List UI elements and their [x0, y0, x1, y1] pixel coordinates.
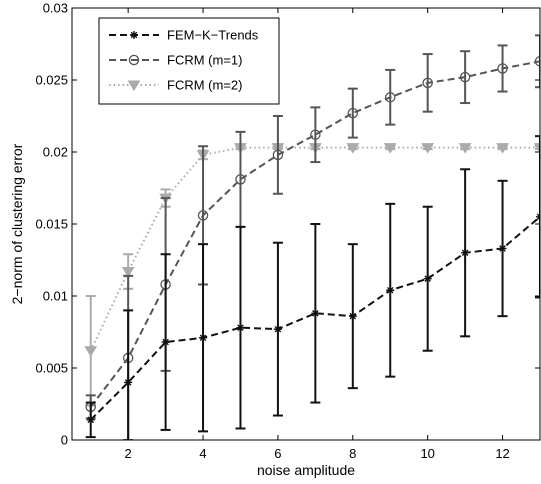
data-point: [496, 143, 509, 154]
legend-item-2: FCRM (m=2): [109, 78, 242, 93]
y-axis-title: 2−norm of clustering error: [9, 143, 25, 304]
data-point: [86, 415, 95, 424]
data-point: [311, 309, 320, 318]
x-axis-title: noise amplitude: [257, 462, 355, 478]
x-tick-label: 2: [125, 446, 132, 461]
data-point: [386, 286, 395, 295]
series-0: [85, 135, 540, 440]
data-point: [384, 92, 396, 103]
chart-legend: FEM−K−Trends FCRM (m=1) FCRM (m=2): [98, 17, 280, 105]
y-tick-label: 0: [61, 433, 68, 448]
series-2: [84, 143, 540, 407]
y-tick-label: 0.005: [35, 361, 68, 376]
y-tick-label: 0.015: [35, 217, 68, 232]
data-point: [121, 267, 135, 278]
data-point: [348, 312, 357, 321]
y-tick-label: 0.01: [43, 289, 68, 304]
y-tick-label: 0.03: [43, 1, 68, 16]
data-point: [533, 143, 540, 154]
data-point: [459, 71, 471, 83]
x-tick-label: 8: [349, 446, 356, 461]
legend-marker: [130, 31, 138, 39]
error-bar: [535, 135, 540, 299]
data-point: [383, 143, 397, 154]
data-point: [124, 378, 133, 387]
y-tick-label: 0.025: [35, 73, 68, 88]
data-point: [498, 244, 507, 253]
legend-label: FCRM (m=1): [167, 53, 242, 68]
legend-item-0: FEM−K−Trends: [109, 28, 259, 43]
data-point: [421, 143, 435, 154]
data-point: [273, 325, 282, 334]
legend-item-1: FCRM (m=1): [109, 53, 242, 68]
legend-label: FEM−K−Trends: [167, 28, 259, 43]
data-point: [161, 338, 170, 347]
data-point: [236, 323, 245, 332]
legend-label: FCRM (m=2): [167, 78, 242, 93]
data-point: [235, 174, 246, 185]
data-point: [346, 143, 360, 154]
legend-marker: [128, 54, 140, 66]
error-bar: [535, 34, 540, 89]
x-tick-label: 10: [420, 446, 434, 461]
data-point: [458, 143, 472, 154]
x-tick-label: 6: [274, 446, 281, 461]
data-point: [310, 129, 321, 140]
data-point: [497, 63, 508, 74]
data-point: [272, 149, 284, 161]
data-point: [423, 274, 432, 283]
plot-area: [84, 34, 540, 440]
x-tick-label: 4: [199, 446, 206, 461]
error-bar: [347, 87, 358, 139]
error-bar: [310, 106, 321, 164]
data-point: [534, 56, 540, 67]
data-point: [347, 107, 359, 119]
y-tick-label: 0.02: [43, 145, 68, 160]
chart-axes: 2 4 6 8 10 12 0 0.005 0.01 0.015 0.02 0.025 0.03: [35, 1, 541, 461]
data-point: [422, 77, 433, 89]
x-tick-label: 12: [495, 446, 509, 461]
data-point: [461, 248, 470, 257]
data-point: [84, 346, 98, 357]
data-point: [197, 210, 209, 221]
data-point: [199, 333, 208, 342]
legend-marker: [127, 80, 141, 91]
chart-marks: [84, 34, 540, 440]
